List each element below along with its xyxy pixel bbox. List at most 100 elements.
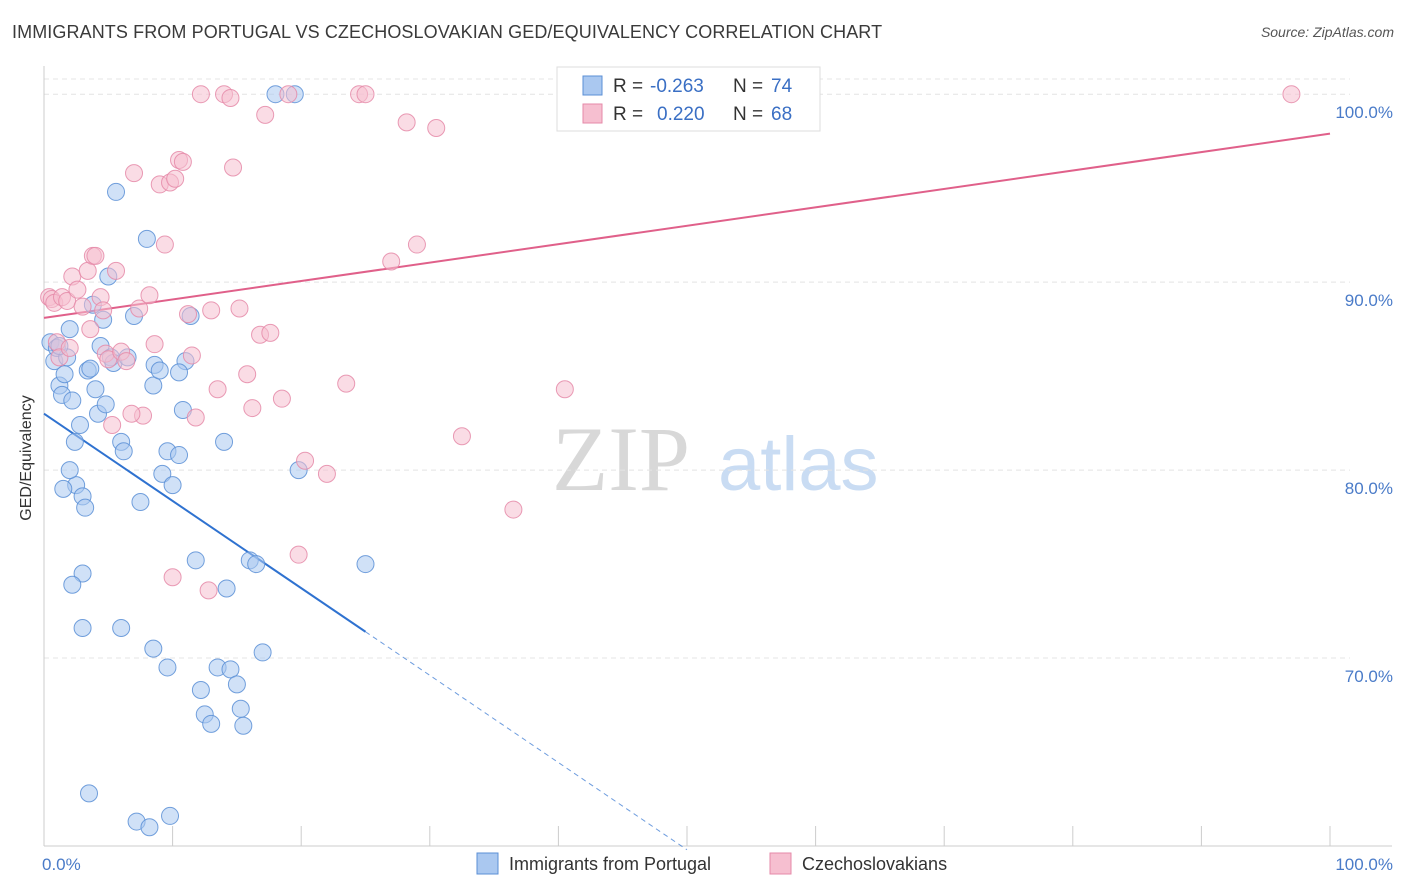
point-czechoslovakians (81, 320, 100, 339)
point-czechoslovakians (337, 374, 356, 393)
point-portugal (356, 555, 375, 574)
point-portugal (137, 229, 156, 248)
stats-swatch-blue (582, 75, 603, 96)
point-portugal (81, 359, 100, 378)
point-czechoslovakians (122, 404, 141, 423)
y-tick-label: 80.0% (1345, 479, 1393, 498)
legend: Immigrants from Portugal Czechoslovakian… (476, 852, 947, 875)
point-czechoslovakians (296, 451, 315, 470)
point-czechoslovakians (407, 235, 426, 254)
legend-swatch-portugal (476, 852, 499, 875)
point-czechoslovakians (230, 299, 249, 318)
point-portugal (63, 391, 82, 410)
point-czechoslovakians (78, 261, 97, 280)
point-portugal (60, 320, 79, 339)
point-czechoslovakians (261, 323, 280, 342)
point-czechoslovakians (272, 389, 291, 408)
point-portugal (247, 555, 266, 574)
point-portugal (71, 415, 90, 434)
axes (43, 66, 1392, 847)
point-portugal (234, 716, 253, 735)
stats-r-value-blue: -0.263 (650, 76, 704, 97)
point-czechoslovakians (382, 252, 401, 271)
legend-label-portugal: Immigrants from Portugal (509, 854, 711, 874)
point-czechoslovakians (199, 581, 218, 600)
point-czechoslovakians (208, 380, 227, 399)
point-czechoslovakians (140, 286, 159, 305)
stats-n-label-pink: N = (733, 104, 763, 125)
point-portugal (227, 675, 246, 694)
point-portugal (76, 498, 95, 517)
point-portugal (253, 643, 272, 662)
point-portugal (131, 493, 150, 512)
point-czechoslovakians (202, 301, 221, 320)
point-czechoslovakians (356, 85, 375, 104)
chart-title: IMMIGRANTS FROM PORTUGAL VS CZECHOSLOVAK… (12, 22, 883, 42)
point-portugal (144, 376, 163, 395)
point-portugal (96, 395, 115, 414)
point-portugal (191, 681, 210, 699)
point-czechoslovakians (145, 335, 164, 354)
point-czechoslovakians (103, 415, 122, 434)
point-portugal (163, 476, 182, 495)
trend-line-czechoslovakians (43, 132, 1331, 319)
stats-swatch-pink (582, 103, 603, 124)
legend-swatch-czechoslovakians (769, 852, 792, 875)
point-portugal (186, 551, 205, 570)
point-czechoslovakians (224, 158, 243, 177)
point-portugal (170, 363, 189, 382)
point-portugal (217, 579, 236, 598)
point-czechoslovakians (504, 500, 523, 519)
stats-box: R = -0.263 N = 74 R = 0.220 N = 68 (556, 66, 821, 132)
point-czechoslovakians (289, 545, 308, 564)
point-czechoslovakians (397, 113, 416, 132)
point-czechoslovakians (163, 568, 182, 587)
point-czechoslovakians (86, 246, 105, 265)
point-czechoslovakians (191, 85, 210, 104)
trend-line-portugal-extension (365, 631, 688, 851)
point-portugal (63, 575, 82, 594)
point-czechoslovakians (317, 464, 336, 483)
point-portugal (73, 564, 92, 583)
source-credit: Source: ZipAtlas.com (1260, 24, 1394, 40)
tick-labels: 70.0% 80.0% 90.0% 100.0% 0.0% 100.0% (42, 103, 1393, 874)
point-portugal (221, 660, 240, 679)
point-portugal (65, 432, 84, 451)
point-portugal (231, 699, 250, 718)
x-tick-label-start: 0.0% (42, 855, 81, 874)
y-tick-label: 70.0% (1345, 667, 1393, 686)
point-portugal (80, 784, 99, 803)
stats-n-value-blue: 74 (771, 76, 793, 97)
point-czechoslovakians (1282, 85, 1301, 104)
trend-lines (43, 132, 1331, 851)
point-czechoslovakians (555, 380, 574, 399)
stats-r-label-pink: R = (613, 104, 643, 125)
point-czechoslovakians (427, 119, 446, 138)
point-czechoslovakians (452, 427, 471, 446)
point-czechoslovakians (73, 297, 92, 316)
point-portugal (54, 479, 73, 498)
point-czechoslovakians (186, 408, 205, 427)
point-czechoslovakians (125, 164, 144, 183)
point-czechoslovakians (173, 152, 192, 171)
stats-r-label-blue: R = (613, 76, 643, 97)
point-portugal (161, 806, 180, 825)
point-czechoslovakians (221, 88, 240, 107)
point-czechoslovakians (155, 235, 174, 254)
point-portugal (112, 618, 131, 637)
point-czechoslovakians (166, 169, 185, 188)
point-czechoslovakians (130, 299, 149, 318)
point-portugal (150, 361, 169, 380)
trend-line-portugal (43, 412, 367, 633)
point-czechoslovakians (238, 365, 257, 384)
point-czechoslovakians (94, 301, 113, 320)
stats-n-value-pink: 68 (771, 104, 792, 125)
point-portugal (73, 618, 92, 637)
point-portugal (107, 182, 126, 201)
data-points (40, 85, 1301, 837)
watermark-atlas: atlas (718, 422, 879, 507)
point-czechoslovakians (279, 85, 298, 104)
y-axis-label: GED/Equivalency (18, 395, 35, 520)
point-czechoslovakians (182, 346, 201, 365)
